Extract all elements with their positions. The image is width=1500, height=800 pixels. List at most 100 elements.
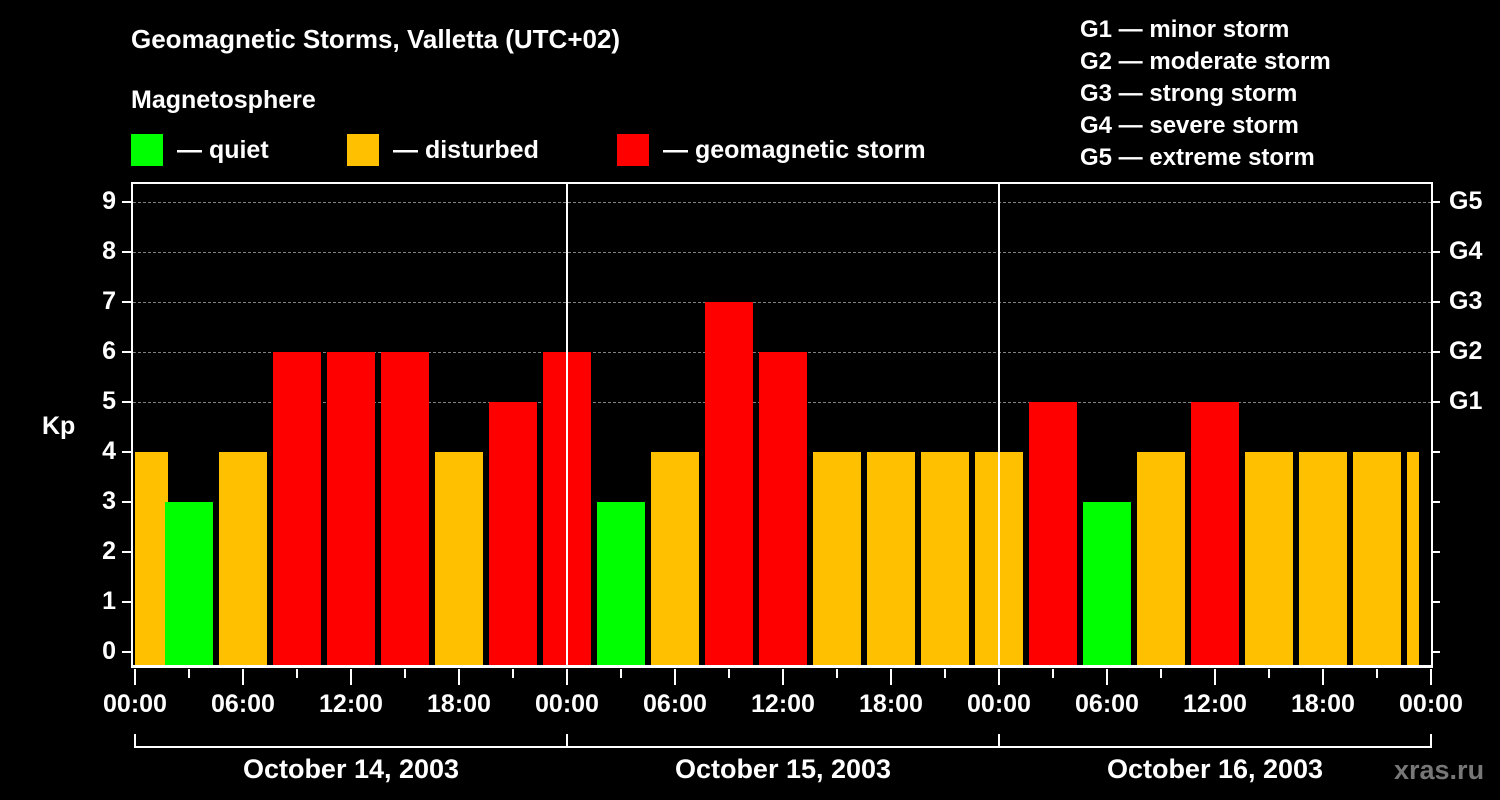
g-scale-legend: G1 — minor storm G2 — moderate storm G3 …: [1080, 14, 1331, 174]
g-level-label: G2: [1449, 337, 1483, 365]
x-tick: [350, 669, 352, 685]
y-tick: [122, 451, 131, 453]
date-label: October 14, 2003: [242, 754, 460, 784]
x-tick: [782, 669, 784, 685]
bar: [1137, 452, 1185, 665]
x-tick-label: 06:00: [211, 690, 275, 718]
legend-swatch-quiet: [131, 134, 163, 166]
y-tick-label: 4: [102, 437, 116, 465]
x-tick: [188, 669, 190, 678]
bar: [1191, 402, 1239, 665]
date-label: October 15, 2003: [674, 754, 892, 784]
bar: [435, 452, 483, 665]
x-tick: [242, 669, 244, 685]
legend-disturbed: — disturbed: [347, 134, 539, 166]
bar: [273, 352, 321, 665]
y-tick: [122, 401, 131, 403]
y-tick-right: [1431, 551, 1440, 553]
x-tick: [512, 669, 514, 678]
x-tick: [944, 669, 946, 678]
y-tick-right: [1431, 451, 1440, 453]
x-tick-label: 06:00: [1075, 690, 1139, 718]
g-level-label: G3: [1449, 287, 1483, 315]
date-bracket-tick: [998, 734, 1000, 748]
g-scale-item: G2 — moderate storm: [1080, 48, 1331, 75]
g-level-label: G4: [1449, 237, 1483, 265]
y-tick-label: 1: [102, 587, 116, 615]
y-tick-right: [1431, 401, 1440, 403]
x-tick-label: 00:00: [535, 690, 599, 718]
x-tick: [620, 669, 622, 678]
bar: [651, 452, 699, 665]
date-bracket-tick: [134, 734, 136, 748]
x-tick: [1322, 669, 1324, 685]
y-tick: [122, 651, 131, 653]
x-tick-label: 00:00: [1399, 690, 1463, 718]
x-tick: [1106, 669, 1108, 685]
x-tick: [134, 669, 136, 685]
y-tick-label: 6: [102, 337, 116, 365]
y-tick-right: [1431, 501, 1440, 503]
x-tick: [1430, 669, 1432, 685]
x-tick: [1052, 669, 1054, 678]
y-tick-label: 5: [102, 387, 116, 415]
plot-area: [131, 182, 1433, 668]
x-tick: [296, 669, 298, 678]
y-tick: [122, 351, 131, 353]
x-tick: [890, 669, 892, 685]
date-bracket: [135, 746, 1431, 748]
y-tick-right: [1431, 651, 1440, 653]
bar: [219, 452, 267, 665]
date-label: October 16, 2003: [1106, 754, 1324, 784]
legend-quiet: — quiet: [131, 134, 269, 166]
g-scale-item: G5 — extreme storm: [1080, 144, 1315, 171]
bar: [489, 402, 537, 665]
chart-title: Geomagnetic Storms, Valletta (UTC+02): [131, 24, 621, 54]
bar: [1029, 402, 1077, 665]
y-tick: [122, 551, 131, 553]
y-tick-right: [1431, 601, 1440, 603]
legend-label: — quiet: [177, 135, 269, 164]
x-tick: [674, 669, 676, 685]
x-tick-label: 18:00: [1291, 690, 1355, 718]
x-tick-label: 18:00: [427, 690, 491, 718]
x-tick-label: 06:00: [643, 690, 707, 718]
x-tick-label: 12:00: [751, 690, 815, 718]
x-tick-label: 18:00: [859, 690, 923, 718]
bar: [1299, 452, 1347, 665]
y-tick: [122, 251, 131, 253]
bar: [813, 452, 861, 665]
g-scale-item: G4 — severe storm: [1080, 112, 1299, 139]
bar: [921, 452, 969, 665]
bar: [381, 352, 429, 665]
y-axis-label: Kp: [42, 412, 76, 440]
bar: [597, 502, 645, 665]
x-tick: [404, 669, 406, 678]
x-tick: [1160, 669, 1162, 678]
legend-label: — disturbed: [393, 135, 539, 164]
g-level-label: G1: [1449, 387, 1483, 415]
legend-swatch-disturbed: [347, 134, 379, 166]
legend-swatch-storm: [617, 134, 649, 166]
gridline: [133, 202, 1431, 203]
x-tick: [836, 669, 838, 678]
x-tick-label: 00:00: [967, 690, 1031, 718]
day-divider: [566, 184, 568, 665]
y-tick-right: [1431, 351, 1440, 353]
y-tick: [122, 501, 131, 503]
date-bracket-tick: [1430, 734, 1432, 748]
bar: [1353, 452, 1401, 665]
y-tick: [122, 301, 131, 303]
x-tick-label: 12:00: [319, 690, 383, 718]
bar: [705, 302, 753, 665]
g-scale-item: G3 — strong storm: [1080, 80, 1298, 107]
chart-subtitle: Magnetosphere: [131, 86, 316, 114]
bar: [327, 352, 375, 665]
y-tick-right: [1431, 251, 1440, 253]
bar: [1407, 452, 1419, 665]
y-tick-right: [1431, 201, 1440, 203]
y-tick-label: 2: [102, 537, 116, 565]
x-tick: [458, 669, 460, 685]
legend-storm: — geomagnetic storm: [617, 134, 926, 166]
bar: [1083, 502, 1131, 665]
